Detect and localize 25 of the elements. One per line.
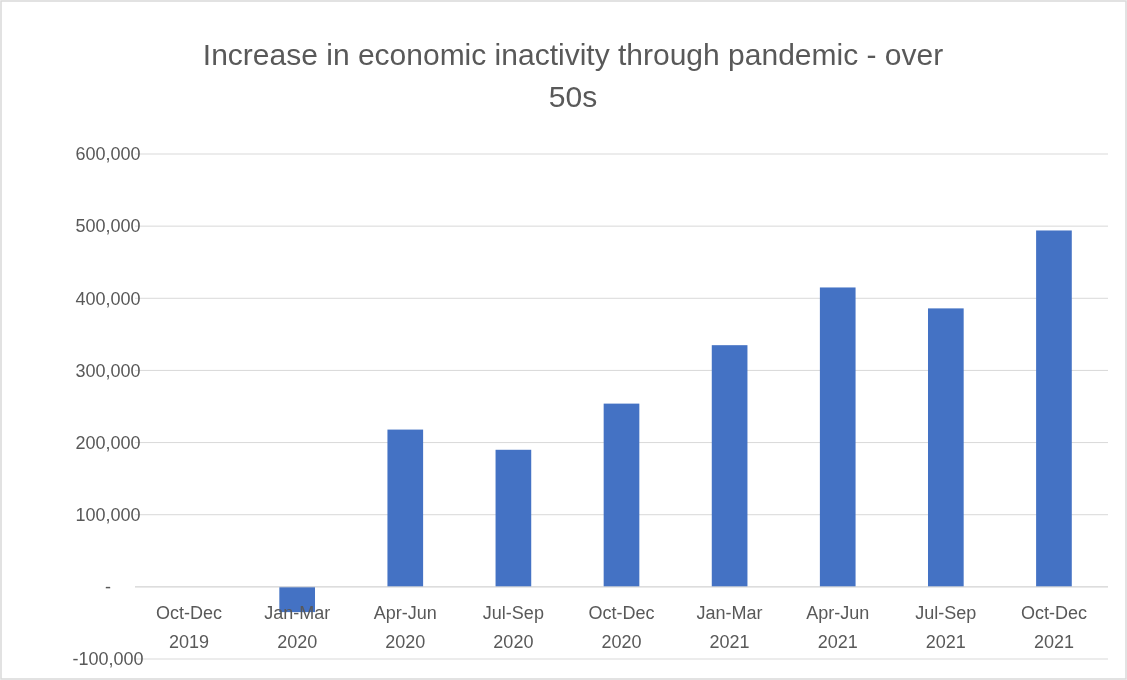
y-tick-label: - xyxy=(105,577,111,598)
bar xyxy=(495,449,532,587)
x-tick-label: Oct-Dec 2019 xyxy=(156,602,223,652)
bar xyxy=(603,403,640,587)
x-tick-label: Apr-Jun 2021 xyxy=(806,602,870,652)
y-tick-label: 100,000 xyxy=(75,505,141,526)
x-tick-label: Oct-Dec 2021 xyxy=(1020,602,1087,652)
x-tick-label: Jul-Sep 2020 xyxy=(482,602,544,652)
y-tick-label: 300,000 xyxy=(75,360,141,381)
x-tick-label: Oct-Dec 2020 xyxy=(588,602,655,652)
x-tick-label: Jan-Mar 2021 xyxy=(696,602,763,652)
y-tick-label: -100,000 xyxy=(72,649,144,670)
y-tick-label: 200,000 xyxy=(75,432,141,453)
chart-title: Increase in economic inactivity through pandemic - over 50s xyxy=(202,38,944,113)
x-tick-label: Jan-Mar 2020 xyxy=(264,602,331,652)
bar xyxy=(928,308,964,587)
x-tick-label: Jul-Sep 2021 xyxy=(915,602,977,652)
bar xyxy=(1036,230,1072,587)
bar xyxy=(711,345,748,587)
bar xyxy=(819,287,856,587)
y-tick-label: 500,000 xyxy=(75,216,141,237)
x-tick-label: Apr-Jun 2020 xyxy=(373,602,437,652)
y-tick-label: 600,000 xyxy=(75,144,141,165)
y-tick-label: 400,000 xyxy=(75,288,141,309)
bar xyxy=(387,429,424,587)
